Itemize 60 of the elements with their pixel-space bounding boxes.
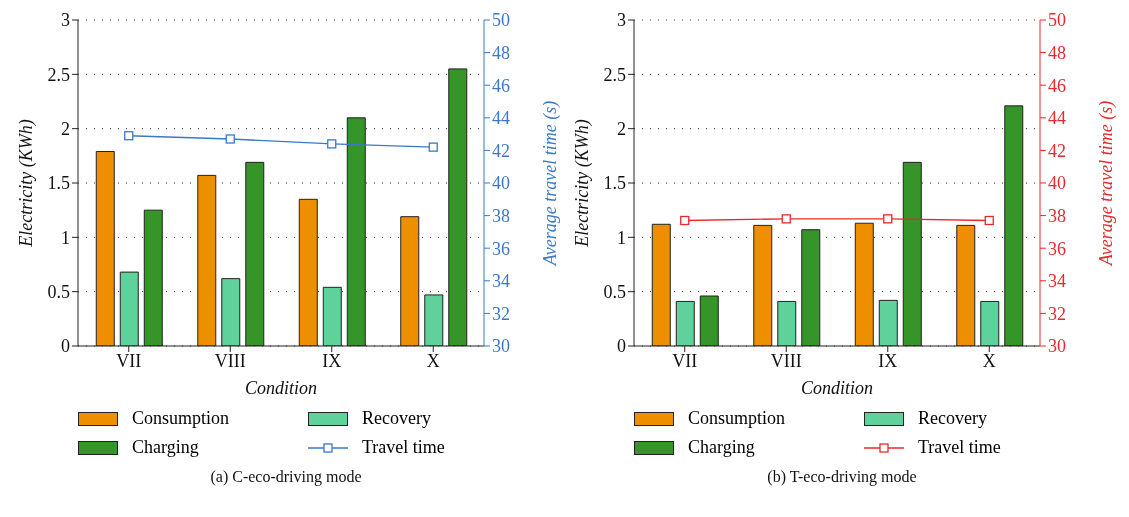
- y2-tick-label: 40: [1048, 173, 1066, 194]
- y2-axis-title: Average travel time (s): [1096, 100, 1118, 267]
- y-tick-label: 3: [61, 10, 70, 31]
- y2-tick-label: 36: [1048, 238, 1066, 259]
- y-tick-label: 2.5: [603, 64, 626, 85]
- x-axis-title: Condition: [800, 378, 874, 398]
- y-tick-label: 2: [617, 119, 626, 140]
- y-tick-label: 0: [617, 336, 626, 357]
- x-tick-label: X: [982, 350, 996, 371]
- legend-label: Charging: [688, 437, 755, 458]
- y-tick-label: 1.5: [603, 173, 626, 194]
- y2-tick-label: 50: [492, 10, 510, 31]
- y-tick-label: 2.5: [47, 64, 70, 85]
- y-tick-label: 0.5: [603, 282, 626, 303]
- x-tick-label: VIII: [770, 350, 802, 371]
- y2-axis-title: Average travel time (s): [540, 100, 562, 267]
- legend-label: Consumption: [688, 408, 786, 429]
- y2-tick-label: 50: [1048, 10, 1066, 31]
- y2-tick-label: 40: [492, 173, 510, 194]
- y-tick-label: 3: [617, 10, 626, 31]
- legend-label: Travel time: [918, 437, 1001, 458]
- x-tick-label: X: [426, 350, 440, 371]
- y2-tick-label: 38: [1048, 205, 1066, 226]
- legend-label: Recovery: [362, 408, 431, 429]
- y2-tick-label: 42: [1048, 140, 1066, 161]
- y2-tick-label: 34: [1048, 271, 1066, 292]
- legend-label: Recovery: [918, 408, 987, 429]
- x-tick-label: VII: [672, 350, 698, 371]
- y2-tick-label: 44: [1048, 108, 1066, 129]
- legend-label: Consumption: [132, 408, 230, 429]
- y2-tick-label: 48: [492, 42, 510, 63]
- y-axis-title: Electricity (KWh): [16, 119, 38, 248]
- y2-tick-label: 48: [1048, 42, 1066, 63]
- x-axis-title: Condition: [244, 378, 318, 398]
- y-tick-label: 1.5: [47, 173, 70, 194]
- y2-tick-label: 32: [492, 303, 510, 324]
- x-tick-label: IX: [322, 350, 342, 371]
- y2-tick-label: 36: [492, 238, 510, 259]
- y2-tick-label: 30: [1048, 336, 1066, 357]
- text: (b) T-eco-driving mode: [766, 468, 918, 486]
- y2-tick-label: 44: [492, 108, 510, 129]
- x-tick-label: IX: [878, 350, 898, 371]
- text: (a) C-eco-driving mode: [209, 468, 363, 486]
- y-tick-label: 0: [61, 336, 70, 357]
- y-axis-title: Electricity (KWh): [572, 119, 594, 248]
- y-tick-label: 2: [61, 119, 70, 140]
- y-tick-label: 0.5: [47, 282, 70, 303]
- y2-tick-label: 32: [1048, 303, 1066, 324]
- x-tick-label: VII: [116, 350, 142, 371]
- x-tick-label: VIII: [214, 350, 246, 371]
- y2-tick-label: 46: [1048, 75, 1066, 96]
- y-tick-label: 1: [617, 227, 626, 248]
- y2-tick-label: 46: [492, 75, 510, 96]
- legend-label: Travel time: [362, 437, 445, 458]
- y2-tick-label: 38: [492, 205, 510, 226]
- y2-tick-label: 30: [492, 336, 510, 357]
- y2-tick-label: 34: [492, 271, 510, 292]
- y2-tick-label: 42: [492, 140, 510, 161]
- legend-label: Charging: [132, 437, 199, 458]
- y-tick-label: 1: [61, 227, 70, 248]
